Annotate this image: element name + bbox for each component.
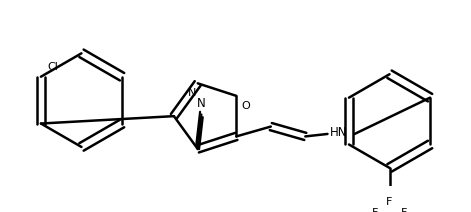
- Text: O: O: [241, 101, 250, 111]
- Text: F: F: [372, 208, 378, 212]
- Text: HN: HN: [330, 126, 348, 139]
- Text: F: F: [386, 197, 393, 207]
- Text: N: N: [197, 96, 206, 110]
- Text: Cl: Cl: [47, 62, 58, 72]
- Text: N: N: [187, 88, 196, 98]
- Text: F: F: [401, 208, 407, 212]
